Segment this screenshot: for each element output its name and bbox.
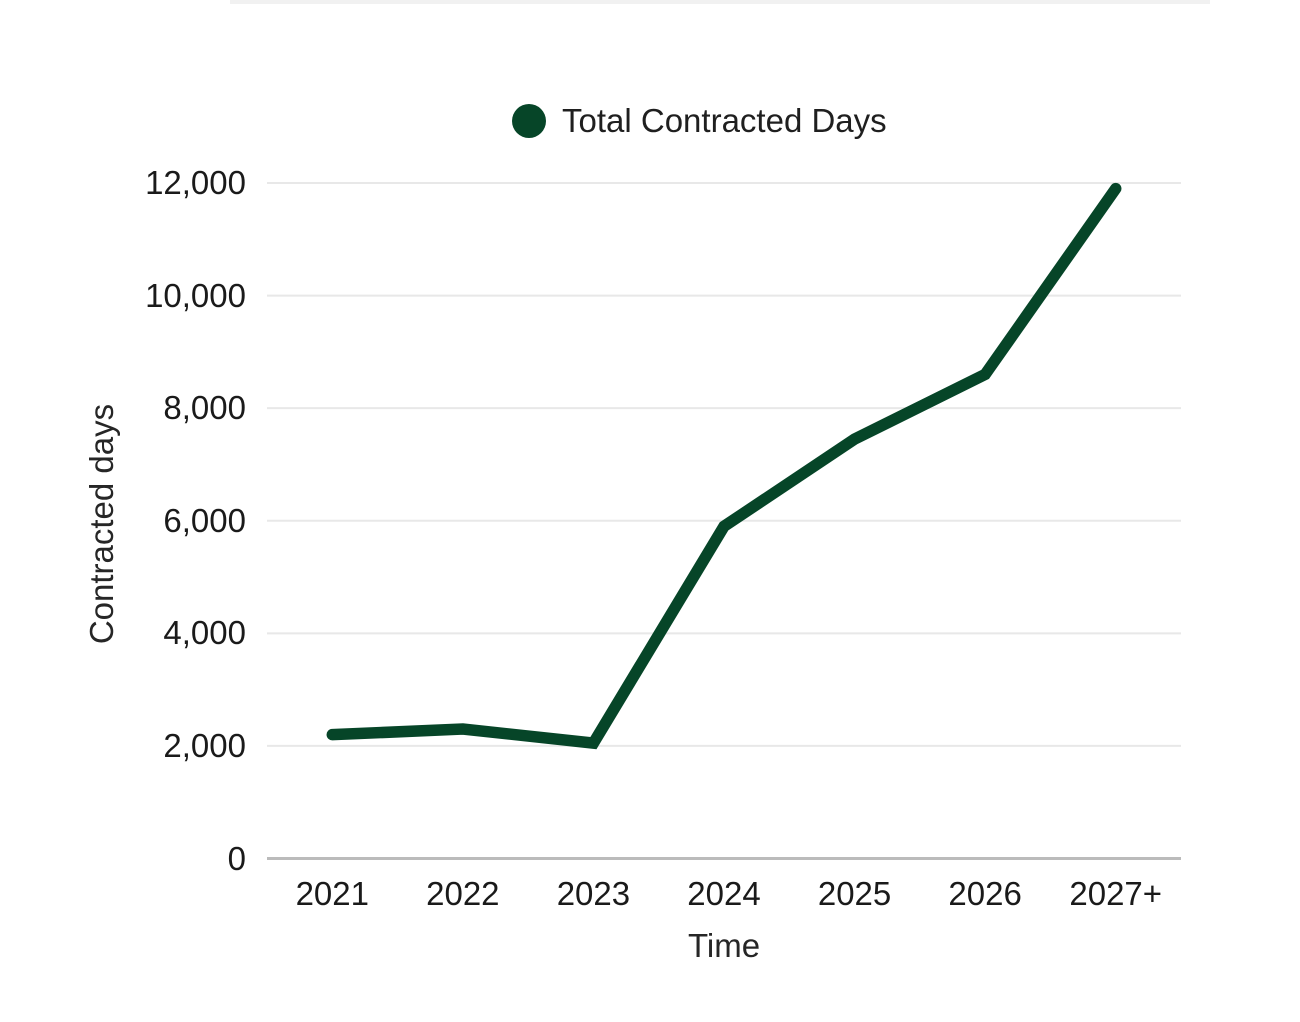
legend[interactable]: Total Contracted Days [512, 101, 887, 141]
y-tick-label: 2,000 [163, 726, 246, 764]
y-tick-label: 6,000 [163, 501, 246, 539]
series-line [326, 182, 1122, 750]
y-tick-label: 10,000 [145, 276, 246, 314]
x-tick-label: 2027+ [1069, 875, 1163, 912]
y-tick-label: 0 [227, 839, 246, 877]
legend-marker-icon [512, 104, 546, 138]
x-tick-label: 2026 [948, 875, 1022, 912]
x-tick-label: 2023 [556, 875, 631, 912]
x-tick-label: 2021 [295, 875, 369, 912]
x-tick-label: 2025 [817, 875, 892, 912]
x-axis-title: Time [687, 927, 761, 964]
y-axis-title: Contracted days [83, 403, 120, 645]
top-strip [230, 0, 1210, 4]
y-tick-label: 12,000 [145, 164, 246, 201]
y-tick-label: 4,000 [163, 614, 246, 652]
x-tick-label: 2024 [687, 875, 761, 912]
x-tick-label: 2022 [426, 875, 500, 912]
y-tick-label: 8,000 [163, 389, 246, 427]
legend-label: Total Contracted Days [562, 102, 887, 139]
